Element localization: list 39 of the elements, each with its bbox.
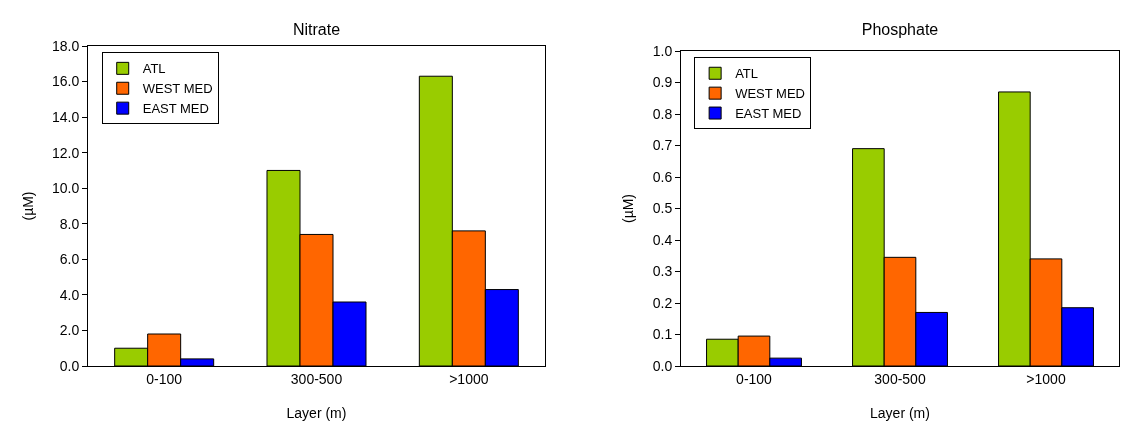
x-tick-label: 0-100 (736, 370, 773, 387)
x-tick-label: 300-500 (290, 370, 343, 387)
y-tick-label: 4.0 (59, 286, 80, 303)
y-tick-label: 6.0 (59, 251, 80, 268)
y-tick-label: 16.0 (51, 73, 80, 90)
x-tick-label: 0-100 (146, 370, 183, 387)
y-tick-label: 0.0 (652, 357, 673, 374)
x-axis-title: Layer (m) (870, 405, 930, 421)
y-tick-label: 0.4 (652, 231, 673, 248)
x-tick-label: >1000 (1026, 370, 1066, 387)
y-axis-title: (µM) (620, 193, 637, 224)
y-tick-label: 0.2 (652, 294, 673, 311)
chart-title: Nitrate (292, 21, 341, 39)
chart-title: Phosphate (861, 21, 939, 39)
y-tick-label: 0.9 (652, 74, 673, 91)
x-axis-title: Layer (m) (286, 405, 347, 421)
y-tick-label: 0.1 (652, 326, 673, 343)
y-axis-title: (µM) (19, 191, 36, 221)
legend-label: WEST MED (735, 86, 805, 102)
y-tick-label: 12.0 (51, 144, 80, 161)
legend-label: WEST MED (142, 81, 213, 97)
y-tick-label: 0.0 (59, 357, 80, 374)
x-tick-label: 300-500 (874, 370, 926, 387)
y-tick-label: 2.0 (59, 322, 80, 339)
x-tick-label: >1000 (449, 370, 489, 387)
y-tick-label: 8.0 (59, 215, 80, 232)
legend-label: EAST MED (142, 101, 209, 117)
y-tick-label: 18.0 (51, 37, 80, 54)
y-tick-label: 0.8 (652, 105, 673, 122)
y-tick-label: 0.3 (652, 263, 673, 280)
y-tick-label: 0.6 (652, 168, 673, 185)
y-tick-label: 1.0 (652, 42, 673, 59)
legend-label: ATL (142, 61, 166, 77)
y-tick-label: 0.7 (652, 137, 673, 154)
y-tick-label: 0.5 (652, 200, 673, 217)
y-tick-label: 14.0 (51, 109, 80, 126)
legend-label: EAST MED (735, 106, 802, 122)
y-tick-label: 10.0 (51, 180, 80, 197)
legend-label: ATL (735, 66, 759, 82)
